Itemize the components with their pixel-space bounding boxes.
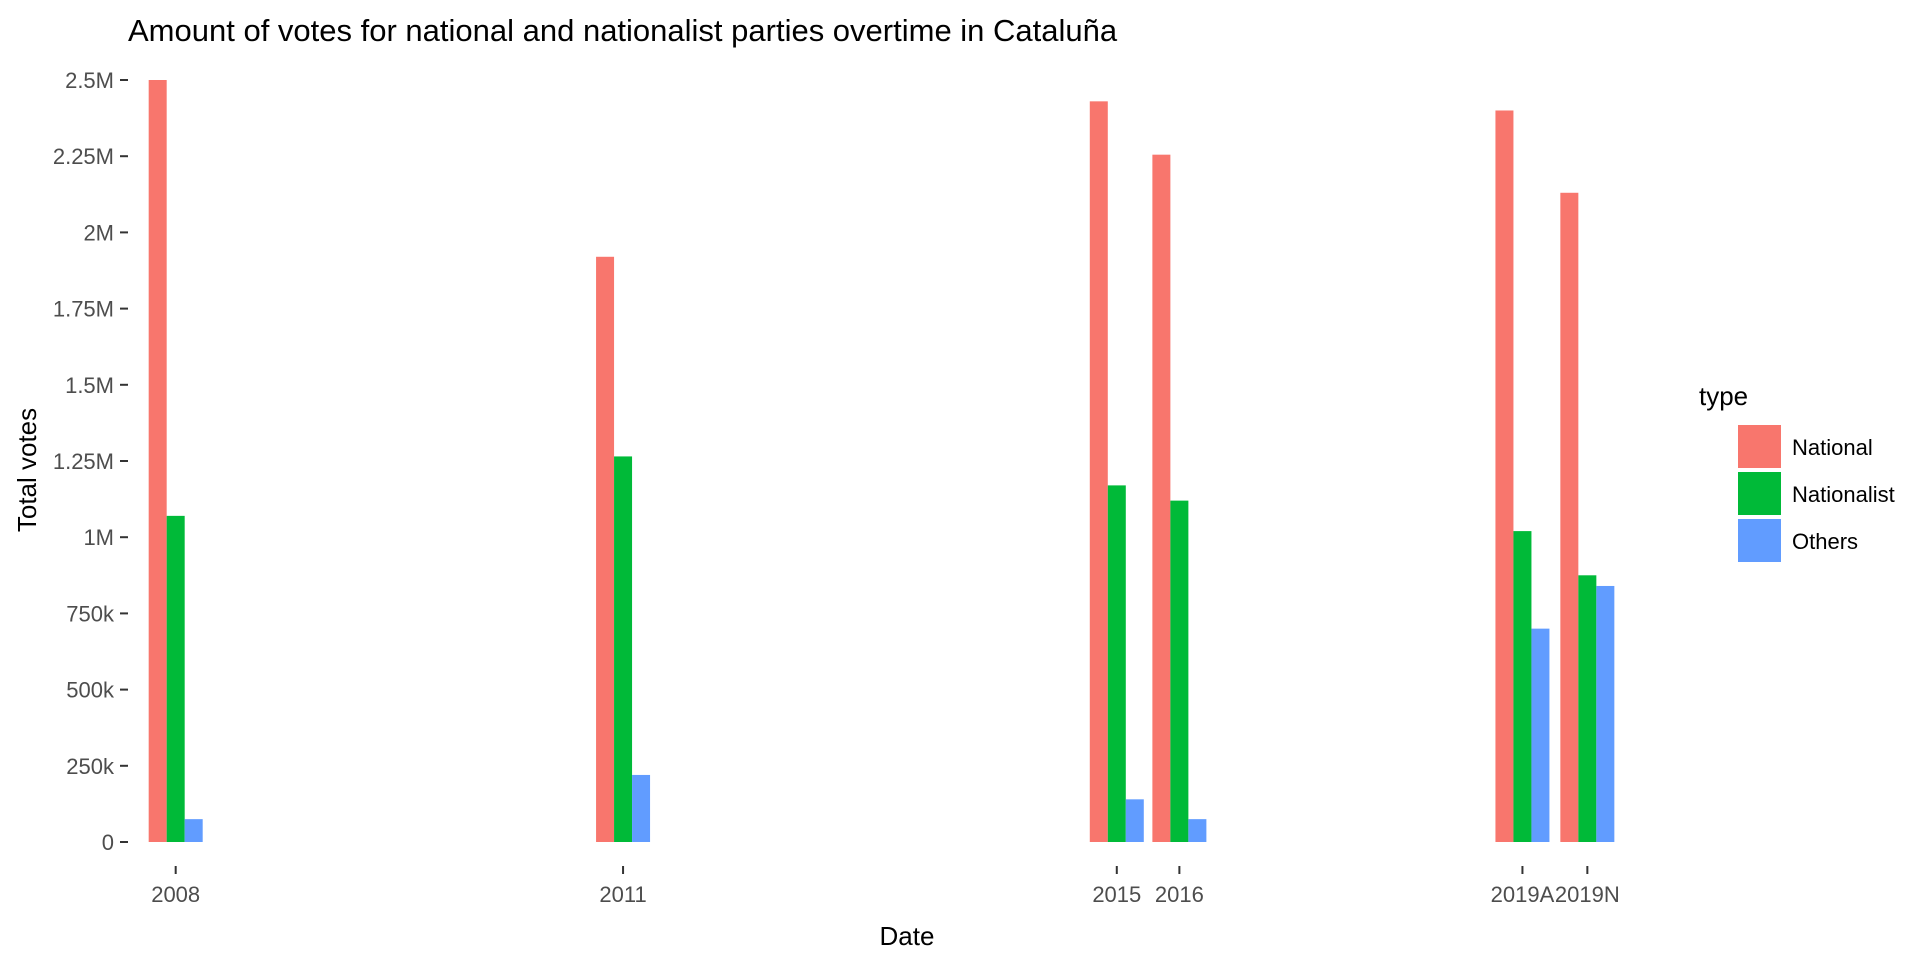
y-axis-title: Total votes	[12, 408, 42, 532]
bar-national-2015	[1089, 101, 1108, 842]
bar-national-2019n	[1560, 192, 1579, 842]
y-tick-label: 250k	[66, 754, 115, 779]
bar-others-2016	[1188, 819, 1207, 842]
bar-nationalist-2015	[1107, 485, 1126, 842]
y-tick-label: 1.75M	[53, 297, 114, 322]
x-tick-label: 2016	[1155, 882, 1204, 907]
y-tick-label: 0	[102, 830, 114, 855]
y-tick-label: 2.5M	[65, 68, 114, 93]
legend-title: type	[1699, 381, 1748, 411]
x-tick-label: 2008	[151, 882, 200, 907]
y-tick-label: 1.25M	[53, 449, 114, 474]
bar-others-2015	[1125, 799, 1144, 842]
x-axis: 2008 2011 2015 2016 2019A 2019N	[151, 866, 1620, 907]
legend-label: Nationalist	[1792, 482, 1895, 507]
bar-nationalist-2019a	[1513, 531, 1532, 842]
y-tick-label: 500k	[66, 678, 115, 703]
x-tick-label: 2019N	[1555, 882, 1620, 907]
y-tick-label: 1M	[83, 525, 114, 550]
y-tick-label: 2M	[83, 220, 114, 245]
x-tick-label: 2019A	[1491, 882, 1555, 907]
y-tick-label: 1.5M	[65, 373, 114, 398]
bar-nationalist-2008	[166, 515, 185, 842]
chart-title: Amount of votes for national and nationa…	[128, 13, 1118, 48]
x-tick-label: 2015	[1092, 882, 1141, 907]
bar-nationalist-2019n	[1578, 575, 1597, 842]
bar-nationalist-2016	[1170, 500, 1189, 842]
legend-label: National	[1792, 435, 1873, 460]
bar-others-2011	[632, 774, 651, 842]
x-tick-label: 2011	[599, 882, 646, 907]
bar-others-2008	[184, 819, 203, 842]
y-tick-label: 750k	[66, 601, 115, 626]
x-axis-title: Date	[880, 921, 935, 951]
legend-label: Others	[1792, 529, 1858, 554]
bar-national-2008	[148, 80, 167, 842]
y-axis: 0 250k 500k 750k 1M 1.25M 1.5M 1.75M 2M 2.25M 2.5M	[53, 68, 128, 855]
bars-group	[148, 80, 1615, 843]
bar-others-2019a	[1531, 628, 1550, 842]
bar-national-2019a	[1495, 110, 1514, 843]
legend-swatch	[1738, 425, 1781, 468]
legend-swatch	[1738, 519, 1781, 562]
legend: type National Nationalist Others	[1699, 381, 1895, 562]
bar-national-2016	[1152, 154, 1171, 842]
y-tick-label: 2.25M	[53, 144, 114, 169]
legend-swatch	[1738, 472, 1781, 515]
bar-others-2019n	[1596, 585, 1615, 842]
bar-nationalist-2011	[614, 456, 633, 842]
bar-national-2011	[596, 256, 615, 842]
